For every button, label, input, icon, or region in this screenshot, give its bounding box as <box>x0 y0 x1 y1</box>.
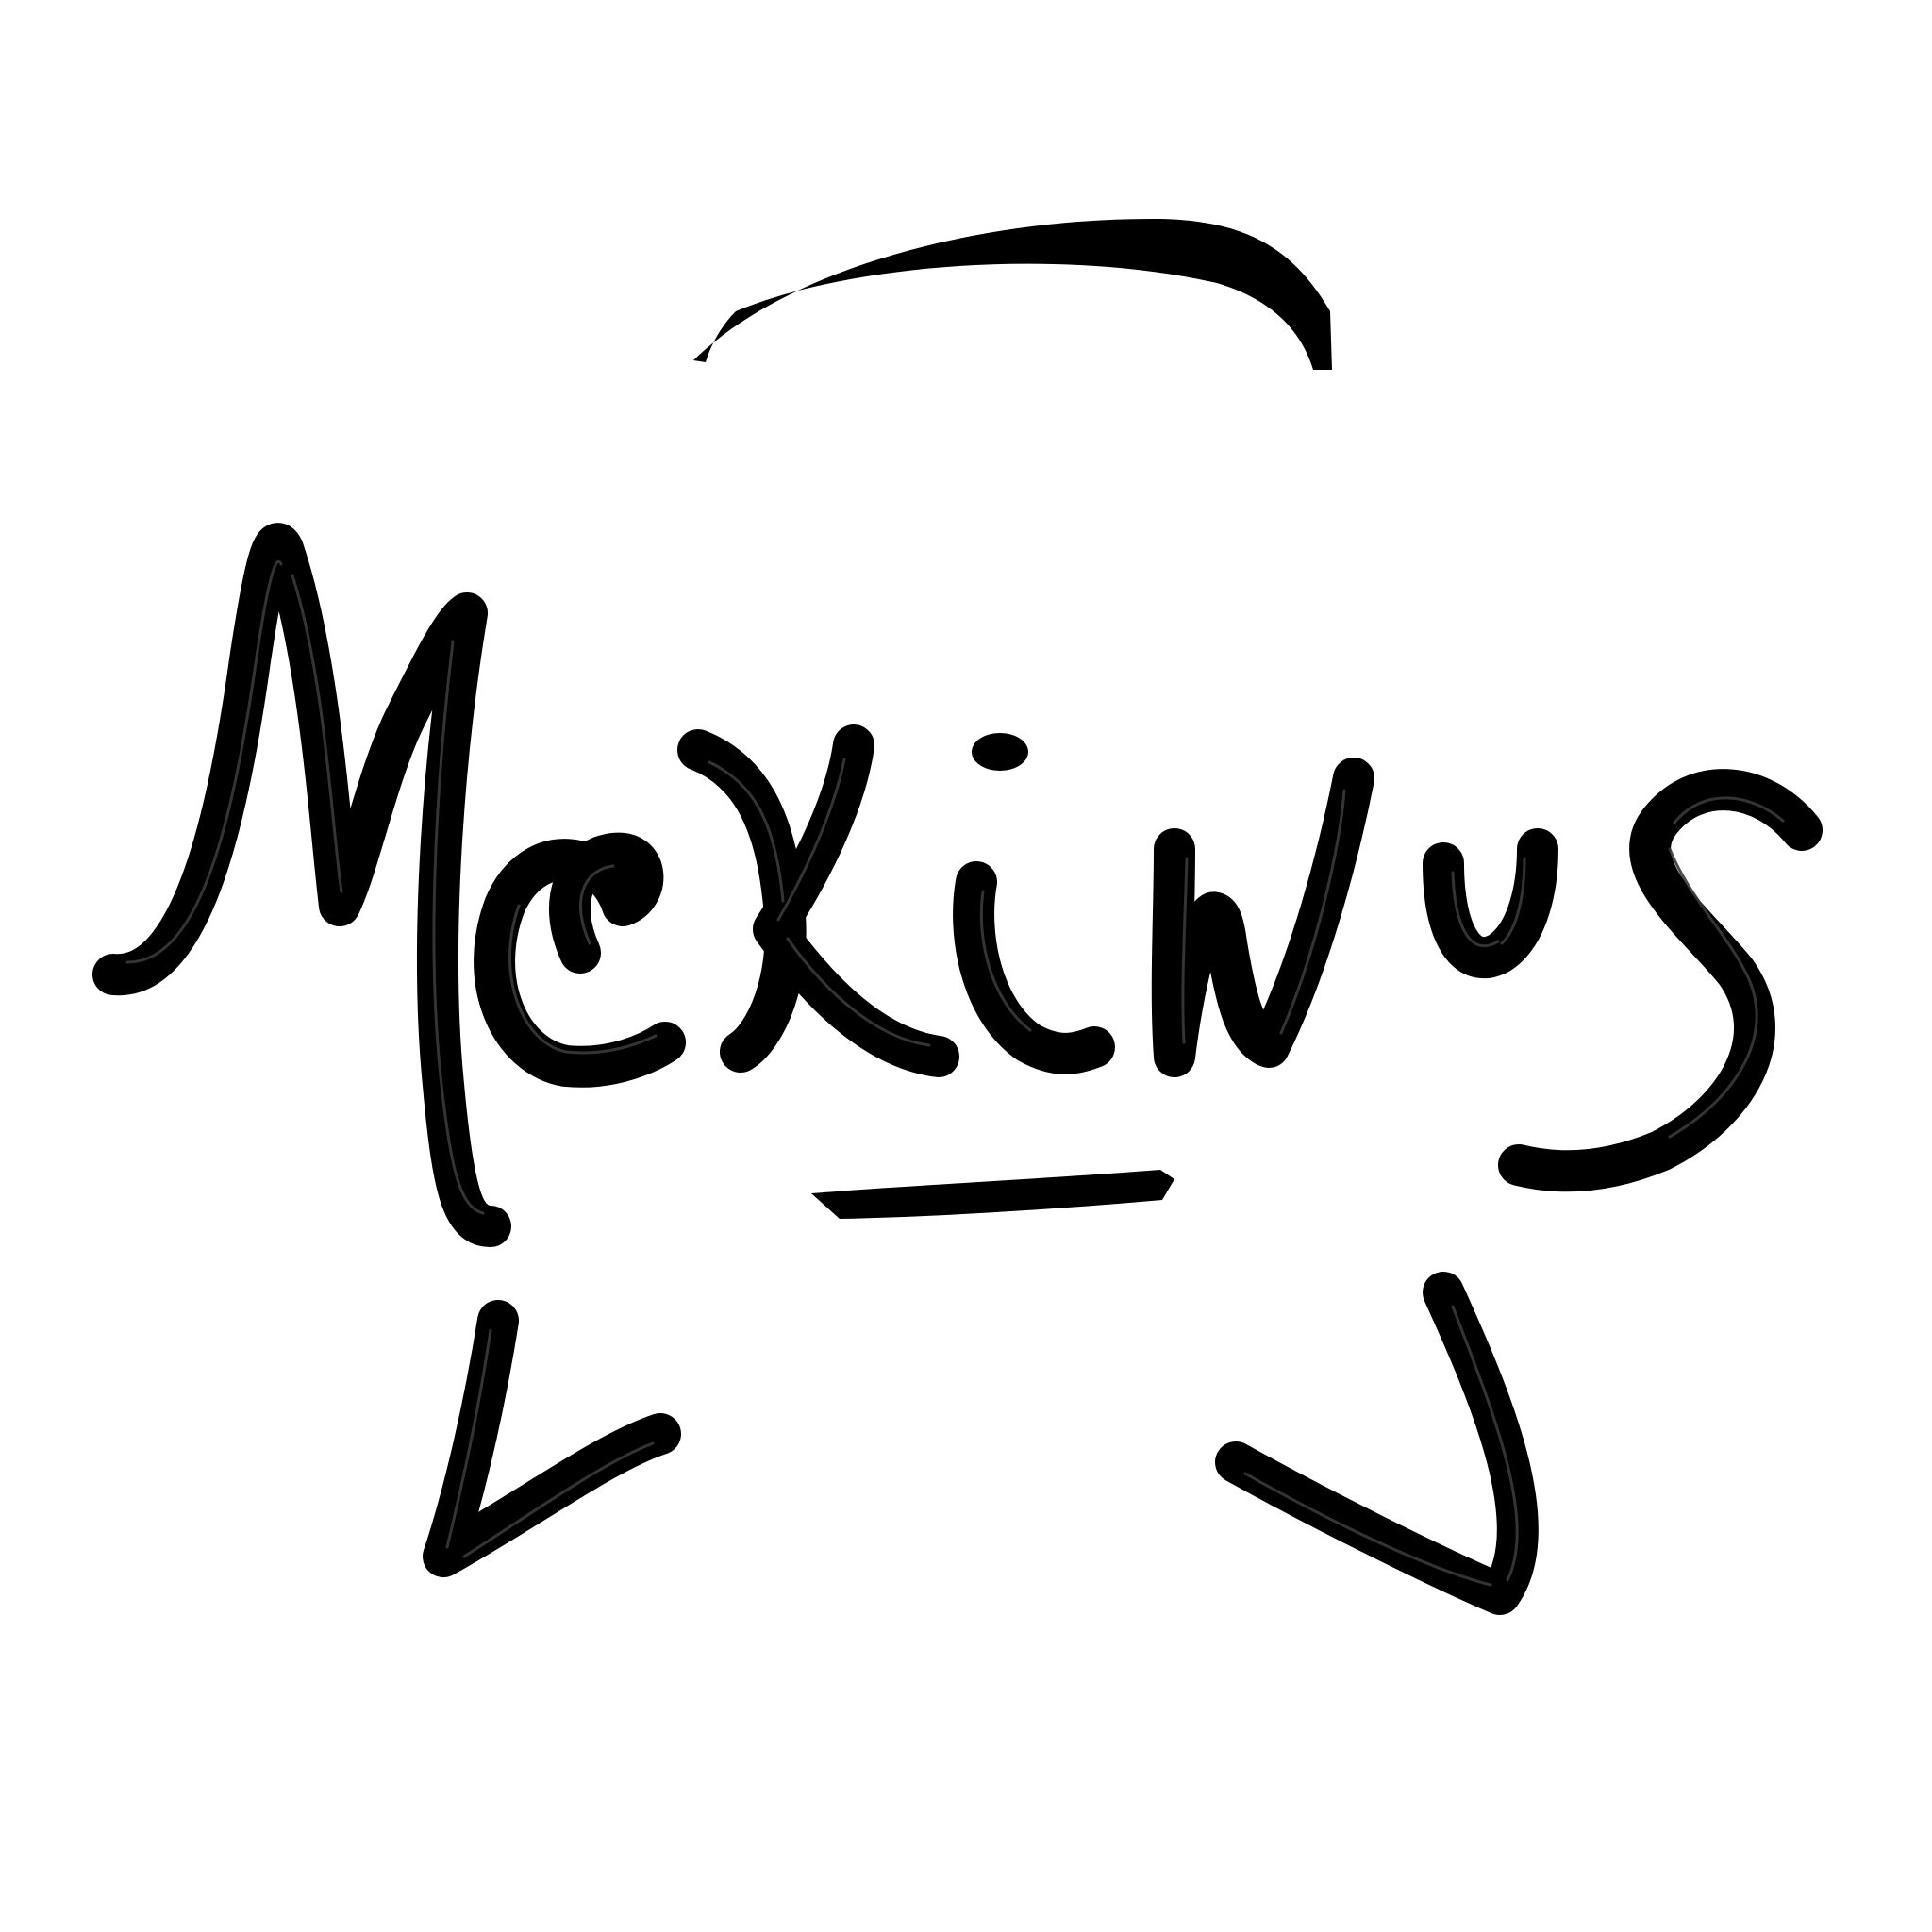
horizontal-stroke <box>811 1170 1174 1219</box>
left-chevron-stroke <box>423 1300 681 1577</box>
lettering-mckinus: McKinus <box>92 523 1823 1247</box>
letter-k <box>677 724 959 1077</box>
letter-s <box>1498 769 1823 1192</box>
letter-m <box>92 523 511 1247</box>
top-arc-stroke <box>693 218 1332 370</box>
right-chevron-stroke <box>1215 1272 1539 1615</box>
letter-i <box>953 733 1115 1074</box>
letter-c <box>474 832 686 1088</box>
letter-n <box>1151 758 1374 1077</box>
letter-u <box>1423 828 1558 979</box>
